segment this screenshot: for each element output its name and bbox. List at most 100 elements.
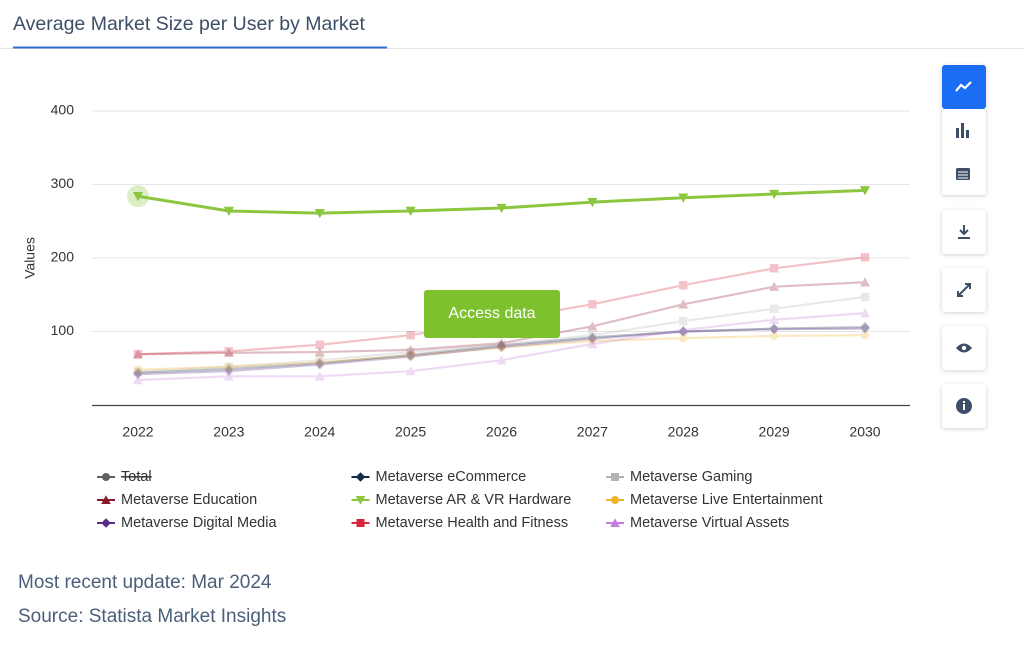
y-tick-label: 400: [51, 102, 75, 118]
bar-icon[interactable]: [956, 123, 969, 138]
toolbar: [942, 65, 986, 428]
point: [315, 355, 324, 365]
x-tick-label: 2030: [849, 424, 880, 440]
legend-label: Metaverse Gaming: [630, 469, 753, 485]
point: [587, 321, 598, 331]
point: [860, 253, 870, 262]
legend-item[interactable]: Metaverse eCommerce: [351, 469, 527, 485]
point: [496, 340, 507, 351]
point: [132, 374, 144, 385]
point: [315, 340, 324, 349]
point: [223, 206, 234, 216]
legend-label: Total: [121, 469, 152, 485]
point: [587, 338, 598, 349]
point: [224, 347, 234, 356]
point: [223, 347, 234, 358]
table-icon[interactable]: [956, 168, 970, 180]
point: [132, 349, 144, 359]
point: [859, 308, 871, 318]
legend-marker: [101, 495, 111, 504]
button-bg[interactable]: [424, 290, 560, 338]
point: [860, 292, 870, 302]
legend-marker: [610, 518, 620, 527]
point: [314, 208, 325, 219]
point: [405, 349, 416, 361]
legend: Total Metaverse eCommerce Metaverse Gaming…: [97, 469, 823, 531]
point: [406, 347, 415, 357]
point: [497, 343, 506, 352]
series-line: [137, 325, 866, 374]
x-tick-label: 2026: [486, 424, 517, 440]
point: [405, 206, 416, 216]
point: [496, 203, 507, 214]
source-note: Source: Statista Market Insights: [18, 606, 286, 627]
series-line: [137, 312, 866, 382]
point: [223, 366, 234, 377]
point: [405, 344, 416, 355]
point: [133, 350, 143, 359]
x-tick-label: 2028: [668, 424, 699, 440]
button-label[interactable]: Access data: [448, 305, 535, 322]
point: [133, 365, 143, 374]
point: [859, 277, 871, 287]
x-tick-label: 2023: [213, 424, 244, 440]
legend-marker: [102, 473, 110, 481]
point: [314, 347, 325, 357]
legend-marker: [355, 472, 366, 482]
point: [314, 359, 325, 370]
point: [769, 331, 779, 341]
point: [769, 189, 780, 200]
point: [224, 362, 234, 371]
line-icon: [955, 81, 972, 92]
point: [859, 186, 871, 196]
point: [132, 192, 144, 202]
point: [497, 340, 506, 349]
legend-item[interactable]: Metaverse Virtual Assets: [606, 515, 789, 531]
series-line: [137, 281, 866, 356]
legend-item[interactable]: Metaverse AR & VR Hardware: [351, 492, 572, 508]
point: [314, 358, 325, 369]
point: [678, 193, 689, 203]
series-line: [137, 334, 866, 371]
legend-item[interactable]: Total: [97, 469, 152, 485]
legend-item[interactable]: Metaverse Education: [97, 492, 257, 508]
x-tick-label: 2025: [395, 424, 426, 440]
series: [133, 292, 870, 377]
point: [223, 363, 234, 375]
download-icon: [958, 225, 970, 239]
legend-marker: [355, 496, 366, 505]
series: [132, 308, 871, 385]
series-line: [137, 295, 866, 374]
point: [405, 366, 416, 376]
point: [406, 330, 415, 340]
legend-item[interactable]: Metaverse Health and Fitness: [351, 515, 569, 531]
legend-label: Metaverse Virtual Assets: [630, 515, 789, 531]
legend-item[interactable]: Metaverse Gaming: [606, 469, 753, 485]
plot: 100 200 300 400 2022 2023 2024 2025 2026 2027 2028…: [51, 102, 910, 440]
legend-marker: [101, 518, 111, 528]
legend-label: Metaverse Live Entertainment: [630, 492, 823, 508]
point: [405, 351, 416, 362]
page-title: Average Market Size per User by Market: [13, 13, 365, 35]
legend-item[interactable]: Metaverse Live Entertainment: [606, 492, 823, 508]
point: [224, 362, 234, 371]
x-tick-label: 2027: [577, 424, 608, 440]
update-note: Most recent update: Mar 2024: [18, 572, 272, 593]
point: [859, 323, 871, 334]
point: [588, 300, 597, 309]
point: [679, 280, 688, 290]
y-axis-label: Values: [22, 237, 38, 279]
x-tick-label: 2024: [304, 424, 335, 440]
point: [587, 332, 598, 343]
point: [133, 367, 143, 377]
point: [587, 333, 598, 344]
point: [678, 299, 689, 309]
access-data-button[interactable]: Access data: [424, 290, 560, 338]
point: [860, 330, 870, 340]
legend-label: Metaverse eCommerce: [376, 469, 527, 485]
legend-label: Metaverse AR & VR Hardware: [376, 492, 572, 508]
point: [769, 281, 780, 291]
legend-marker: [356, 519, 365, 527]
y-tick-label: 100: [51, 322, 75, 338]
legend-item[interactable]: Metaverse Digital Media: [97, 515, 277, 531]
